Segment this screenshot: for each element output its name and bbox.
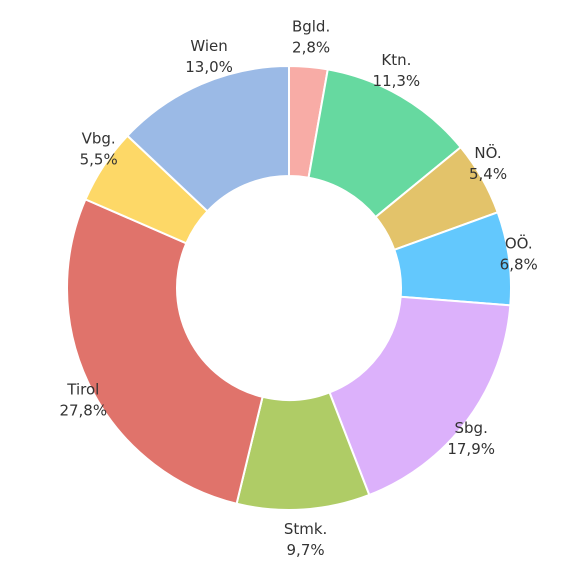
- donut-slice: [126, 64, 290, 213]
- slice-value-label: 9,7%: [287, 541, 325, 559]
- slice-label: Ktn.: [381, 51, 411, 69]
- slice-label: OÖ.: [505, 234, 533, 253]
- slice-label: Stmk.: [284, 520, 327, 538]
- slice-label: Sbg.: [455, 419, 488, 437]
- slice-value-label: 27,8%: [59, 402, 107, 420]
- slice-value-label: 13,0%: [185, 58, 233, 76]
- slice-label: Vbg.: [82, 130, 116, 148]
- slice-value-label: 5,5%: [80, 151, 118, 169]
- donut-slice: [328, 295, 512, 497]
- slice-value-label: 2,8%: [292, 38, 330, 56]
- slice-value-label: 6,8%: [500, 256, 538, 274]
- slice-value-label: 17,9%: [447, 440, 495, 458]
- slice-label: NÖ.: [474, 143, 501, 162]
- donut-slice: [66, 198, 264, 505]
- slice-label: Tirol: [66, 381, 99, 399]
- slice-value-label: 5,4%: [469, 165, 507, 183]
- slice-label: Bgld.: [292, 17, 330, 35]
- slice-label: Wien: [190, 37, 227, 55]
- slice-value-label: 11,3%: [373, 72, 421, 90]
